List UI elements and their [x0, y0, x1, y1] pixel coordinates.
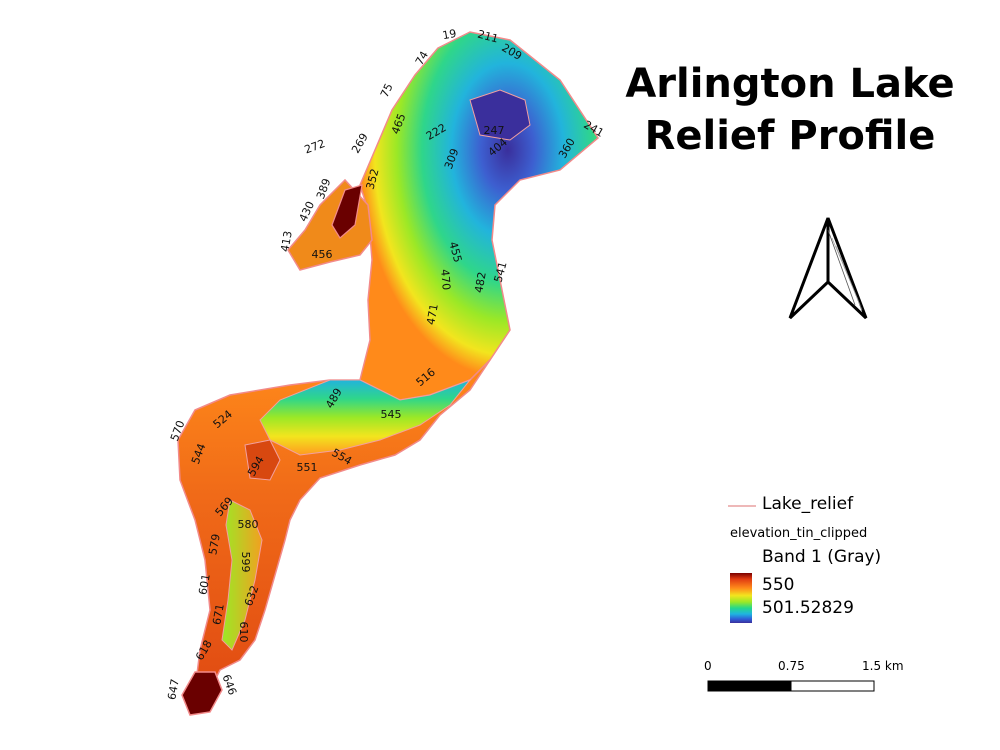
legend-min-value: 501.52829 — [762, 598, 854, 618]
scale-label-end: 1.5 km — [862, 659, 904, 673]
contour-label: 75 — [378, 81, 396, 99]
contour-label: 579 — [206, 533, 222, 556]
lake-shoal-central — [244, 439, 281, 481]
scale-bar-segment-2 — [790, 680, 875, 692]
scale-bar — [707, 680, 875, 692]
contour-label: 545 — [381, 408, 402, 421]
contour-label: 352 — [364, 167, 382, 191]
map-title-line2: Relief Profile — [644, 113, 936, 159]
lake-deep-north — [469, 89, 531, 141]
legend-color-ramp — [730, 573, 752, 623]
contour-label: 541 — [492, 260, 510, 284]
contour-label: 599 — [239, 552, 252, 573]
contour-label: 456 — [312, 248, 333, 261]
lake-central-shallows — [259, 378, 472, 456]
lake-west-island — [331, 184, 363, 239]
contour-label: 470 — [438, 269, 453, 291]
contour-label: 211 — [476, 28, 500, 46]
lake-south-arm-channel — [221, 499, 263, 651]
contour-label: 413 — [278, 230, 294, 253]
map-title: Arlington Lake Relief Profile — [590, 58, 990, 162]
contour-label: 646 — [220, 673, 239, 697]
legend-raster-layer-label: elevation_tin_clipped — [730, 526, 868, 541]
scale-label-0: 0 — [704, 659, 712, 673]
north-arrow-icon — [788, 217, 868, 320]
contour-label: 272 — [303, 137, 327, 156]
contour-label: 610 — [237, 622, 250, 643]
scale-bar-segment-1 — [707, 680, 792, 692]
legend-line-layer-label: Lake_relief — [762, 494, 854, 514]
contour-label: 19 — [441, 27, 457, 42]
contour-label: 482 — [472, 271, 488, 294]
contour-label: 580 — [238, 518, 259, 531]
contour-label: 269 — [349, 131, 371, 156]
lake-south-tip — [181, 671, 223, 716]
legend-max-value: 550 — [762, 575, 795, 595]
contour-label: 471 — [424, 303, 440, 326]
map-title-line1: Arlington Lake — [625, 61, 955, 107]
contour-label: 601 — [196, 573, 212, 596]
contour-label: 671 — [210, 603, 226, 626]
contour-label: 551 — [297, 461, 318, 474]
contour-label: 247 — [484, 124, 505, 137]
legend-band-label: Band 1 (Gray) — [762, 547, 882, 567]
contour-label: 74 — [413, 49, 431, 68]
lake-north-basin — [359, 31, 599, 401]
contour-label: 455 — [446, 240, 464, 264]
contour-label: 647 — [165, 678, 181, 701]
scale-label-mid: 0.75 — [778, 659, 805, 673]
